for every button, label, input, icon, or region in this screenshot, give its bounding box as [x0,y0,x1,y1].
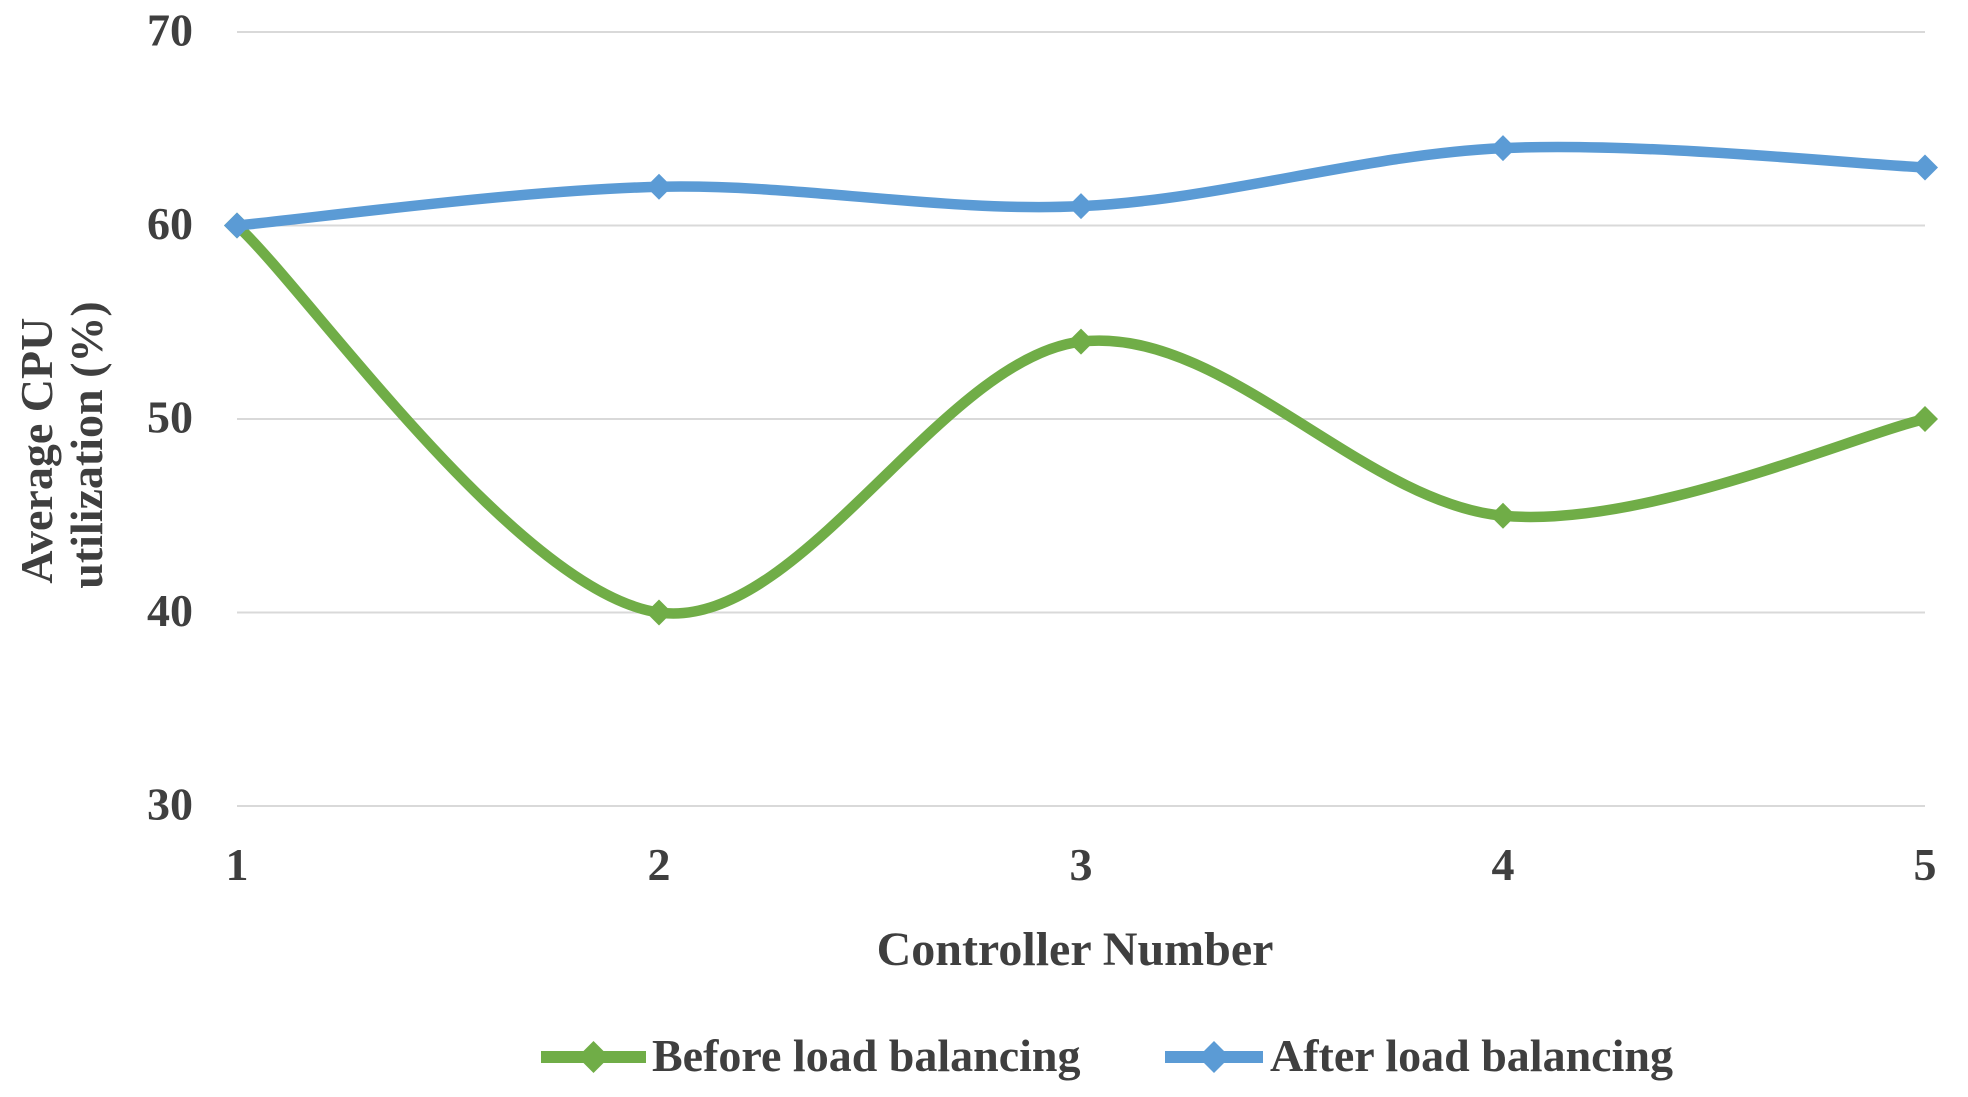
y-axis-tick-labels: 70 60 50 40 30 [147,5,193,830]
legend: Before load balancing After load balancin… [541,1030,1673,1081]
y-axis-title-line-2: utilization (%) [61,301,112,588]
series-after-load-balancing [224,135,1938,239]
y-tick-label: 30 [147,779,193,830]
legend-item-label: Before load balancing [652,1030,1081,1081]
legend-item-after-load-balancing: After load balancing [1165,1030,1673,1081]
series-before-load-balancing-line [231,220,1931,619]
y-axis-title: Average CPU utilization (%) [11,301,112,588]
legend-marker-icon [1198,1041,1230,1073]
x-tick-label: 1 [226,839,249,890]
y-tick-label: 60 [147,198,193,249]
legend-item-label: After load balancing [1270,1030,1673,1081]
series-before-load-balancing [224,212,1938,626]
data-point-marker [1490,135,1516,162]
data-point-marker [1068,193,1094,220]
y-tick-label: 50 [147,392,193,443]
x-axis-tick-labels: 1 2 3 4 5 [226,839,1937,890]
data-point-marker [1068,328,1094,355]
data-point-marker [224,212,250,239]
x-tick-label: 2 [648,839,671,890]
data-point-marker [646,173,672,200]
data-point-marker [646,599,672,626]
gridlines [237,31,1925,807]
series-lines [224,135,1938,626]
y-tick-label: 70 [147,5,193,56]
y-tick-label: 40 [147,585,193,636]
x-tick-label: 3 [1070,839,1093,890]
y-axis-title-line-1: Average CPU [11,318,62,584]
x-tick-label: 5 [1914,839,1937,890]
x-axis-title: Controller Number [877,923,1274,976]
data-point-marker [1912,154,1938,181]
legend-item-before-load-balancing: Before load balancing [541,1030,1081,1081]
legend-marker-icon [577,1041,610,1073]
data-point-marker [1490,502,1516,529]
data-point-marker [1912,406,1938,432]
x-tick-label: 4 [1492,839,1515,890]
